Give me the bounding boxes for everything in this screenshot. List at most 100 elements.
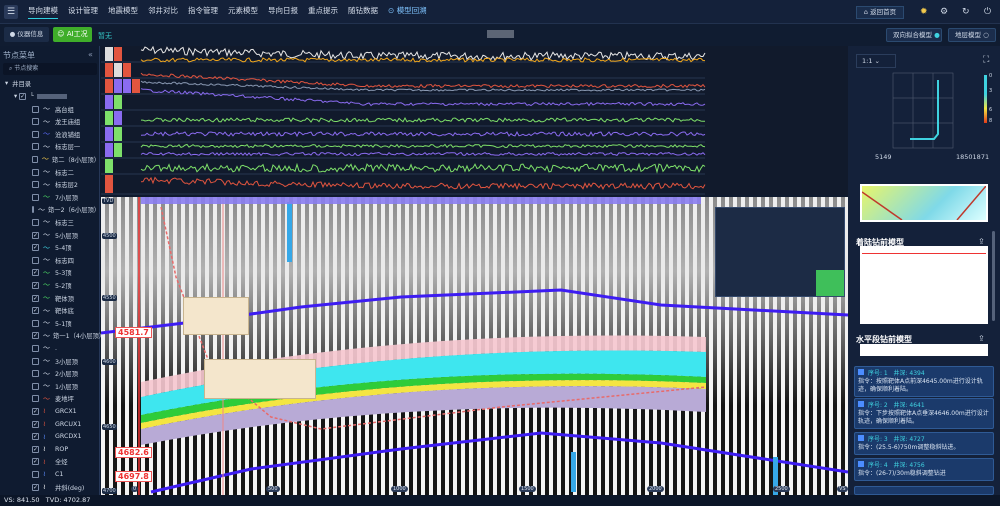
tree-item[interactable]: ✓ ≀ 全烃 <box>0 456 100 468</box>
home-button[interactable]: ⌂ 返回首页 <box>856 6 904 19</box>
nav-item[interactable]: 随钻数据 <box>348 5 378 15</box>
tree-item[interactable]: 〜筇一2（6小层顶） <box>0 204 100 216</box>
refresh-icon[interactable]: ↻ <box>962 7 970 17</box>
checkbox[interactable] <box>32 181 39 189</box>
track-label-box[interactable] <box>132 79 140 93</box>
checkbox[interactable]: ✓ <box>32 332 39 340</box>
track-label-box[interactable] <box>105 159 113 173</box>
checkbox[interactable] <box>32 168 39 176</box>
node-search-input[interactable]: ⌕ 节点搜索 <box>3 63 97 75</box>
tree-item[interactable]: ✓ 〜 5-3顶 <box>0 267 100 279</box>
tree-item[interactable]: ✓ 〜筇一1（4小层顶） <box>0 330 105 342</box>
checkbox[interactable] <box>32 105 39 113</box>
tree-item[interactable]: ✓ 〜靶体底 <box>0 305 100 317</box>
power-icon[interactable]: ⏻ <box>984 7 992 17</box>
track-label-box[interactable] <box>114 47 122 61</box>
upload-icon[interactable]: ⇪ <box>978 237 985 246</box>
tree-item[interactable]: 〜筇二（8小层顶） <box>0 153 100 165</box>
tree-item[interactable]: 〜标志层一 <box>0 141 100 153</box>
checkbox[interactable] <box>32 155 38 163</box>
command-card[interactable]: 序号: 2 井深: 4641 指令：下步按照靶体A点垂深4646.00m进行设计轨… <box>854 398 994 429</box>
command-card[interactable]: 序号: 3 井深: 4727 指令：(25.5-6)750m调整稳斜钻进。 <box>854 432 994 455</box>
tree-item[interactable]: ✓ ≀ GRCDX1 <box>0 431 100 443</box>
nav-item-model-replay[interactable]: ⊙ 模型回溯 <box>388 5 427 19</box>
checkbox[interactable]: ✓ <box>32 294 39 302</box>
strata-model-toggle[interactable]: 地层模型 ○ <box>948 28 996 42</box>
checkbox[interactable] <box>32 118 39 126</box>
device-info-button[interactable]: ● 仪器信息 <box>4 27 49 42</box>
checkbox[interactable] <box>32 344 39 352</box>
checkbox[interactable] <box>32 256 39 264</box>
track-label-box[interactable] <box>105 175 113 193</box>
tree-item[interactable]: ✓ ≀ GRCX1 <box>0 405 100 417</box>
tree-item[interactable]: 〜麦地坪 <box>0 393 100 405</box>
checkbox[interactable] <box>32 470 39 478</box>
tree-item[interactable]: 〜 7小层顶 <box>0 191 100 203</box>
checkbox[interactable] <box>32 193 39 201</box>
checkbox[interactable] <box>32 357 39 365</box>
tree-item[interactable]: 〜. <box>0 342 100 354</box>
checkbox[interactable]: ✓ <box>32 433 39 441</box>
landing-model-image[interactable] <box>860 246 988 324</box>
tree-item[interactable]: ✓ ≀ GRCUX1 <box>0 418 100 430</box>
track-label-box[interactable] <box>105 95 113 109</box>
ai-status-button[interactable]: ☺ AI工况 <box>53 27 92 42</box>
collapse-icon[interactable]: « <box>88 50 93 59</box>
track-label-box[interactable] <box>105 63 113 77</box>
checkbox[interactable]: ✓ <box>32 483 39 491</box>
checkbox[interactable]: ✓ <box>32 231 39 239</box>
fullscreen-icon[interactable]: ⛶ <box>983 55 990 65</box>
tree-item[interactable]: 〜 3小层顶 <box>0 355 100 367</box>
track-label-box[interactable] <box>105 143 113 157</box>
checkbox[interactable] <box>858 369 864 375</box>
nav-item[interactable]: 元素模型 <box>228 5 258 15</box>
track-label-box[interactable] <box>123 79 131 93</box>
tree-root[interactable]: ▾ 井目录 <box>5 79 32 88</box>
track-label-box[interactable] <box>105 127 113 141</box>
tree-item[interactable]: ✓ 〜靶体顶 <box>0 292 100 304</box>
checkbox[interactable] <box>858 435 864 441</box>
checkbox[interactable] <box>32 130 39 138</box>
checkbox[interactable]: ✓ <box>32 307 39 315</box>
tree-item[interactable]: 〜标志四 <box>0 254 100 266</box>
upload-icon[interactable]: ⇪ <box>978 334 985 343</box>
tree-item[interactable]: 〜沧浪铺组 <box>0 128 100 140</box>
command-card[interactable]: 序号: 4 井深: 4756 指令：(26-7)/30m稳斜调整钻进 <box>854 458 994 481</box>
tree-item[interactable]: 〜 5-1顶 <box>0 317 100 329</box>
checkbox[interactable]: ✓ <box>19 92 27 100</box>
track-label-box[interactable] <box>114 95 122 109</box>
tree-item[interactable]: 〜标志层2 <box>0 179 100 191</box>
track-label-box[interactable] <box>114 111 122 125</box>
track-label-box[interactable] <box>114 127 122 141</box>
tree-item[interactable]: ✓ 〜 5-2顶 <box>0 279 100 291</box>
tree-item[interactable]: ✓ 〜 5-4顶 <box>0 242 100 254</box>
tree-item[interactable]: 〜高台组 <box>0 103 100 115</box>
checkbox[interactable] <box>32 218 39 226</box>
3d-trajectory-view[interactable] <box>888 68 958 153</box>
checkbox[interactable] <box>858 401 864 407</box>
tree-item[interactable]: 〜 2小层顶 <box>0 368 100 380</box>
nav-item[interactable]: 导向日报 <box>268 5 298 15</box>
popup-action-button[interactable] <box>816 270 844 296</box>
checkbox[interactable] <box>32 143 39 151</box>
nav-item[interactable]: 导向建模 <box>28 5 58 19</box>
nav-item[interactable]: 指令管理 <box>188 5 218 15</box>
tree-item[interactable]: 〜标志三 <box>0 216 100 228</box>
checkbox[interactable] <box>32 370 39 378</box>
command-card[interactable] <box>854 486 994 495</box>
settings-icon[interactable]: ⚙ <box>940 7 949 17</box>
nav-item[interactable]: 重点提示 <box>308 5 338 15</box>
track-label-box[interactable] <box>105 111 113 125</box>
map-thumbnail[interactable] <box>860 184 988 222</box>
fit-model-toggle[interactable]: 双向拟合模型 ● <box>886 28 942 42</box>
checkbox[interactable]: ✓ <box>32 420 39 428</box>
checkbox[interactable]: ✓ <box>32 445 39 453</box>
nav-item[interactable]: 地震模型 <box>108 5 138 15</box>
checkbox[interactable] <box>32 319 39 327</box>
tree-well-node[interactable]: ▾ ✓ └ <box>0 90 100 102</box>
tree-item[interactable]: ✓ ≀ 井斜(deg) <box>0 481 100 493</box>
tree-item[interactable]: 〜 1小层顶 <box>0 380 100 392</box>
horizontal-model-image[interactable] <box>860 344 988 356</box>
command-card[interactable]: 序号: 1 井深: 4394 指令：按照靶体A点前深4645.00m进行设计轨迹，… <box>854 366 994 397</box>
checkbox[interactable] <box>858 461 864 467</box>
